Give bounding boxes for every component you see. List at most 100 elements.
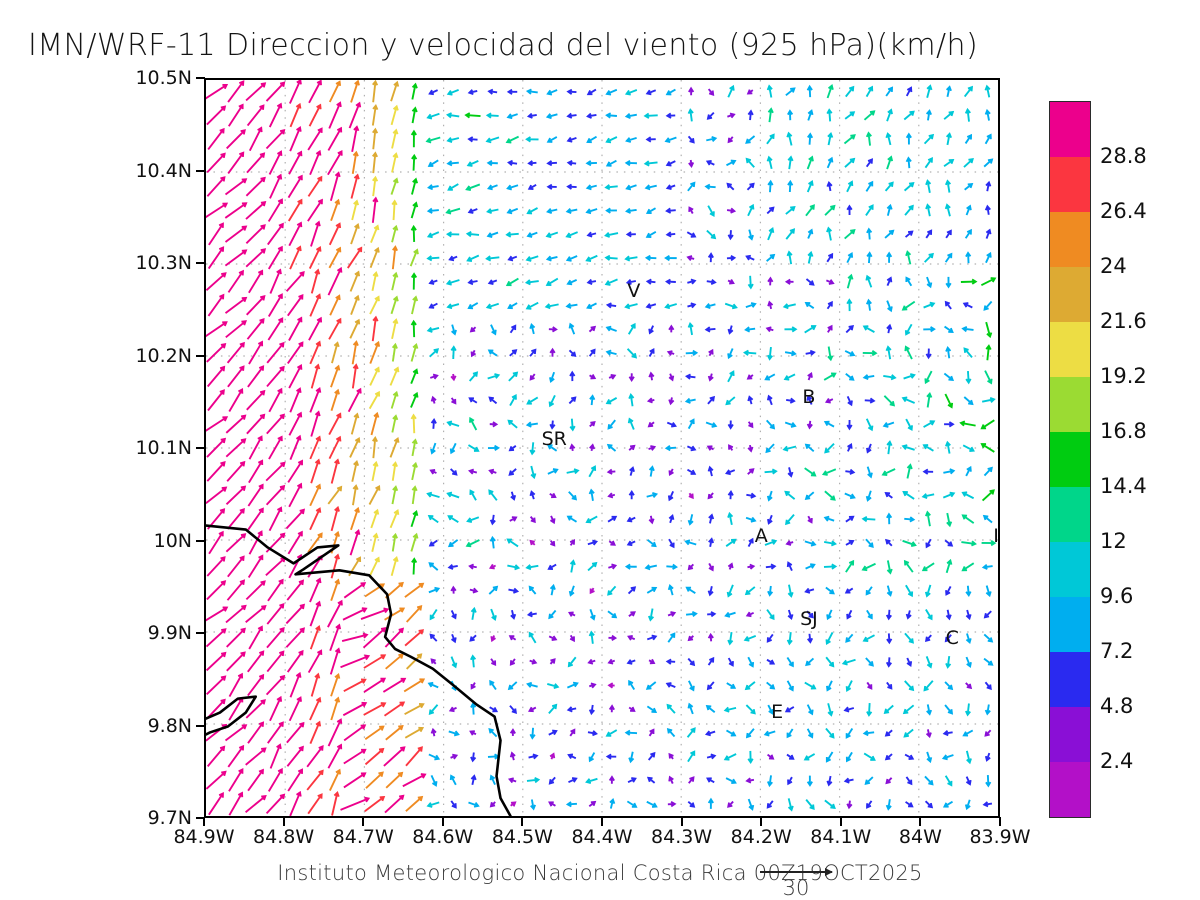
wind-vector	[427, 681, 439, 689]
wind-vector	[747, 798, 755, 811]
y-axis-tick-mark	[196, 447, 205, 449]
wind-vector	[960, 278, 978, 285]
map-plot-area	[204, 78, 1000, 818]
wind-vector	[208, 222, 224, 246]
wind-vector	[568, 611, 576, 617]
wind-vector	[524, 279, 539, 286]
wind-vector	[787, 609, 794, 621]
wind-vector	[707, 465, 714, 477]
wind-vector	[844, 587, 854, 594]
wind-vector	[526, 231, 538, 238]
wind-vector	[406, 653, 423, 670]
wind-vector	[628, 751, 635, 764]
wind-vector	[647, 608, 655, 622]
wind-vector	[628, 679, 636, 690]
wind-vector	[766, 775, 773, 788]
wind-vector	[351, 150, 359, 174]
wind-vector	[490, 324, 497, 336]
wind-vector	[845, 680, 853, 692]
wind-vector	[727, 490, 734, 500]
wind-vector	[766, 206, 775, 215]
wind-vector	[925, 348, 932, 360]
wind-vector	[411, 82, 418, 100]
wind-vector	[807, 109, 814, 121]
wind-vector	[206, 628, 227, 648]
wind-vector	[765, 563, 777, 570]
wind-vector	[586, 278, 597, 285]
wind-vector	[403, 678, 426, 693]
wind-vector	[826, 226, 833, 241]
wind-vector	[924, 775, 934, 786]
wind-vector	[549, 515, 556, 525]
wind-vector	[942, 800, 954, 808]
wind-vector	[707, 656, 715, 666]
wind-vector	[267, 245, 283, 270]
wind-vector	[350, 173, 360, 199]
wind-vector	[943, 158, 955, 168]
wind-vector	[525, 88, 538, 95]
wind-vector	[266, 650, 285, 673]
wind-vector	[466, 159, 479, 167]
wind-vector	[307, 793, 323, 815]
wind-vector	[509, 728, 516, 736]
wind-vector	[981, 540, 997, 547]
wind-vector	[706, 445, 714, 451]
wind-vector	[665, 658, 676, 665]
wind-vector	[382, 677, 407, 693]
wind-vector	[862, 634, 875, 642]
wind-vector	[526, 611, 537, 618]
wind-vector	[372, 80, 379, 103]
x-axis-tick-mark	[521, 817, 524, 826]
wind-vector	[687, 181, 696, 192]
wind-vector	[225, 485, 247, 505]
wind-vector	[343, 748, 367, 765]
wind-vector	[667, 801, 677, 808]
wind-vector	[488, 396, 498, 405]
wind-vector	[704, 730, 716, 737]
wind-vector	[965, 609, 972, 621]
wind-vector	[545, 231, 559, 239]
wind-vector	[569, 634, 575, 643]
wind-vector	[825, 751, 834, 763]
wind-vector	[428, 539, 438, 547]
wind-vector	[904, 680, 915, 692]
wind-vector	[645, 681, 657, 690]
wind-vector	[645, 207, 657, 215]
colorbar-band	[1050, 542, 1090, 597]
wind-vector	[745, 516, 757, 523]
wind-vector	[466, 254, 480, 263]
y-axis-tick-label: 10N	[153, 529, 192, 552]
wind-vector	[984, 370, 993, 385]
wind-vector	[984, 729, 992, 737]
wind-vector	[464, 112, 481, 119]
wind-vector	[309, 600, 322, 627]
wind-vector	[306, 745, 324, 768]
wind-vector	[846, 800, 853, 810]
wind-vector	[549, 492, 557, 499]
wind-vector	[450, 753, 459, 760]
wind-vector	[667, 490, 675, 502]
wind-vector	[805, 798, 815, 810]
wind-vector	[328, 246, 342, 269]
wind-vector	[646, 397, 655, 404]
wind-vector	[963, 347, 973, 359]
wind-vector	[965, 633, 972, 645]
wind-vector	[626, 800, 638, 808]
wind-vector	[465, 231, 480, 238]
wind-vector	[804, 443, 815, 452]
wind-vector	[245, 224, 266, 244]
wind-vector	[665, 184, 676, 191]
wind-vector	[330, 458, 340, 484]
wind-vector	[383, 701, 406, 717]
wind-vector	[605, 302, 617, 309]
wind-vector	[827, 131, 834, 146]
wind-vector	[347, 387, 362, 413]
wind-vector	[786, 680, 794, 692]
wind-vector	[846, 395, 853, 407]
wind-vector	[224, 724, 248, 742]
wind-vector	[410, 509, 419, 528]
wind-vector	[886, 323, 893, 334]
wind-vector	[784, 706, 795, 713]
wind-vector	[307, 532, 323, 553]
wind-vector	[707, 586, 714, 597]
